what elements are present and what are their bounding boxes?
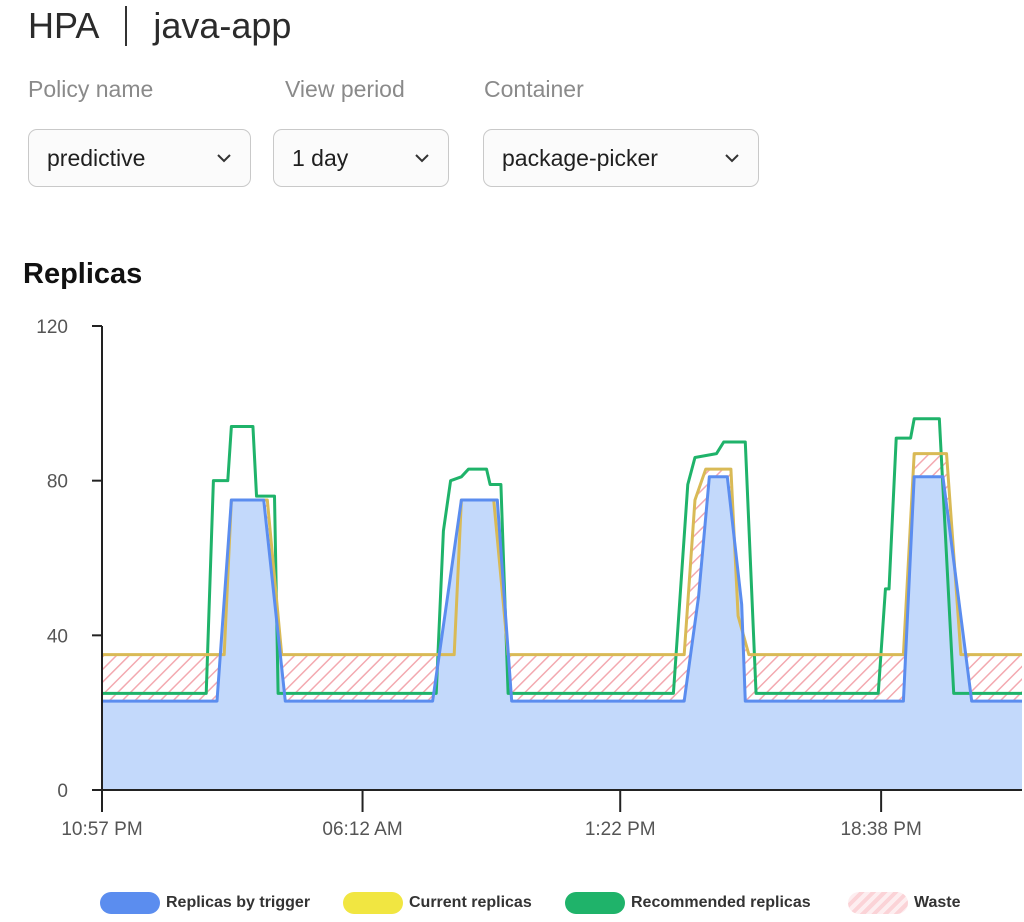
replicas-by-trigger-area [102, 476, 1022, 790]
x-tick-label: 1:22 PM [585, 819, 656, 840]
section-title-replicas: Replicas [23, 258, 143, 290]
legend-label: Replicas by trigger [166, 894, 311, 911]
policy-name-value: predictive [47, 144, 146, 171]
chevron-down-icon [725, 154, 739, 163]
waste-area [102, 453, 1022, 702]
page-title-app: java-app [153, 5, 292, 46]
view-period-select[interactable]: 1 day [273, 129, 449, 187]
x-tick-label: 10:57 PM [61, 819, 142, 840]
y-tick-label: 120 [36, 317, 68, 338]
replicas-by-trigger-line [102, 475, 1022, 703]
legend-label: Recommended replicas [631, 894, 811, 911]
page-title-kind: HPA [28, 5, 100, 46]
y-tick-label: 40 [47, 626, 68, 647]
y-tick-label: 0 [57, 781, 68, 802]
policy-name-label: Policy name [28, 76, 154, 102]
title-separator [125, 6, 128, 46]
legend-item-replicas-by-trigger[interactable]: Replicas by trigger [100, 892, 310, 914]
chart-legend: Replicas by trigger Current replicas Recom… [0, 892, 1024, 918]
legend-swatch [100, 892, 160, 914]
page-title: HPA java-app [28, 4, 291, 48]
replicas-chart: 120 80 40 0 10:57 PM 06:12 AM 1:22 PM 18:38 PM [36, 317, 1022, 840]
container-select[interactable]: package-picker [483, 129, 759, 187]
legend-swatch [565, 892, 625, 914]
legend-label: Waste [914, 894, 961, 911]
chevron-down-icon [217, 154, 231, 163]
legend-item-recommended-replicas[interactable]: Recommended replicas [565, 892, 811, 914]
y-tick-label: 80 [47, 472, 68, 493]
view-period-value: 1 day [292, 144, 349, 171]
x-tick-label: 18:38 PM [840, 819, 921, 840]
legend-swatch [343, 892, 403, 914]
policy-name-select[interactable]: predictive [28, 129, 251, 187]
x-tick-label: 06:12 AM [322, 819, 402, 840]
container-label: Container [484, 76, 584, 102]
container-value: package-picker [502, 144, 658, 171]
legend-swatch [848, 892, 908, 914]
view-period-label: View period [285, 76, 405, 102]
legend-item-waste[interactable]: Waste [848, 892, 961, 914]
legend-item-current-replicas[interactable]: Current replicas [343, 892, 532, 914]
chevron-down-icon [415, 154, 429, 163]
legend-label: Current replicas [409, 894, 532, 911]
